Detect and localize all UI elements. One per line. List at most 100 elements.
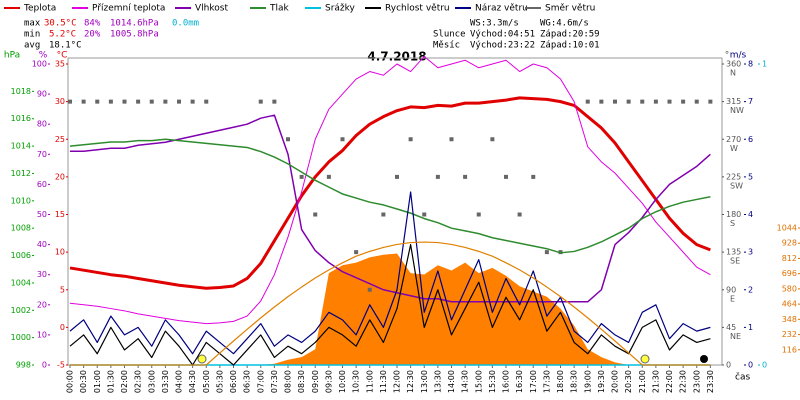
series-line (70, 241, 711, 366)
y-tick-label: 1002 (11, 306, 31, 315)
y-tick-label: 70 (37, 150, 47, 159)
stat: avg (24, 41, 40, 51)
y-tick-label: 5 (60, 285, 65, 294)
y-tick-label: 15 (55, 210, 65, 219)
y-tick-label: 1018 (11, 87, 31, 96)
direction-dot (667, 99, 672, 104)
direction-dot (422, 212, 427, 217)
stat: 18.1°C (49, 41, 82, 51)
direction-dot (367, 287, 372, 292)
compass-label: SW (730, 181, 743, 190)
direction-dot (599, 99, 604, 104)
y-tick-label: 232 (782, 330, 797, 339)
x-tick-label: 15:00 (474, 370, 483, 393)
direction-dot (408, 137, 413, 142)
direction-dot (204, 99, 209, 104)
x-tick-label: 05:00 (202, 370, 211, 393)
y-tick-label: 30 (37, 270, 47, 279)
y-tick-label: 80 (37, 120, 47, 129)
x-tick-label: 05:30 (215, 370, 224, 393)
y-tick-label: 0 (726, 361, 731, 370)
y-tick-label: 7 (748, 97, 753, 106)
direction-dot (313, 212, 318, 217)
y-tick-label: 464 (782, 300, 797, 309)
x-tick-label: 03:30 (161, 370, 170, 393)
x-tick-label: 14:30 (461, 370, 470, 393)
direction-dot (149, 99, 154, 104)
direction-dot (681, 99, 686, 104)
y-tick-label: 0 (60, 323, 65, 332)
legend-label: Směr větru (545, 4, 595, 14)
y-tick-label: -5 (57, 361, 65, 370)
y-tick-label: 1016 (11, 114, 31, 123)
legend-label: Tlak (269, 4, 290, 14)
x-tick-label: 03:00 (147, 370, 156, 393)
stat: 5.2°C (49, 30, 76, 40)
stat: max (24, 19, 41, 29)
direction-dot (272, 99, 277, 104)
x-tick-label: 22:00 (665, 370, 674, 393)
direction-dot (653, 99, 658, 104)
axis-unit: °C (57, 51, 68, 61)
compass-label: SE (730, 257, 740, 266)
stat: 30.5°C (44, 19, 77, 29)
direction-dot (613, 99, 617, 104)
y-tick-label: 0 (42, 361, 47, 370)
direction-dot (585, 99, 590, 104)
x-tick-label: 10:00 (338, 370, 347, 393)
x-tick-label: 09:30 (324, 370, 333, 393)
x-tick-label: 17:30 (542, 370, 551, 393)
y-tick-label: 6 (748, 135, 753, 144)
y-tick-label: 25 (55, 135, 65, 144)
direction-dot (626, 99, 631, 104)
series-line (69, 191, 711, 355)
y-tick-label: 8 (748, 60, 753, 69)
y-tick-label: 225 (726, 172, 741, 181)
x-tick-label: 23:00 (692, 370, 701, 393)
direction-dot (163, 99, 168, 104)
compass-label: N (730, 69, 736, 78)
y-tick-label: 1 (748, 323, 753, 332)
y-tick-label: 20 (55, 172, 65, 181)
x-tick-label: 02:30 (134, 370, 143, 393)
compass-label: NW (730, 106, 744, 115)
compass-label: S (730, 219, 735, 228)
legend-label: Přízemní teplota (92, 4, 165, 14)
legend-label: Rychlost větru (385, 4, 450, 14)
direction-dot (490, 137, 495, 142)
direction-dot (299, 174, 304, 179)
y-tick-label: 1006 (11, 251, 31, 260)
x-tick-label: 21:30 (651, 370, 660, 393)
x-tick-label: 00:30 (79, 370, 88, 393)
x-axis-label: čas (735, 372, 750, 383)
y-tick-label: 1014 (11, 142, 31, 151)
direction-dot (694, 99, 699, 104)
chart-title: 4.7.2018 (367, 50, 426, 64)
y-tick-label: 20 (37, 300, 47, 309)
x-tick-label: 10:30 (352, 370, 361, 393)
x-tick-label: 17:00 (529, 370, 538, 393)
direction-dot (476, 212, 481, 217)
y-tick-label: 580 (782, 284, 797, 293)
y-tick-label: 1012 (11, 169, 31, 178)
x-tick-label: 15:30 (488, 370, 497, 393)
y-tick-label: 1000 (11, 333, 31, 342)
y-tick-label: 348 (782, 315, 797, 324)
sunset-marker (640, 354, 650, 364)
legend-label: Srážky (325, 4, 356, 14)
x-tick-label: 18:30 (570, 370, 579, 393)
legend-label: Teplota (23, 4, 56, 14)
stats: max 30.5°C 84% 1014.6hPa 0.0mm min 5.2°C… (24, 19, 600, 51)
stat: 0.0mm (172, 19, 199, 29)
stat: Východ:04:51 (470, 30, 535, 40)
y-tick-label: 5 (748, 172, 753, 181)
x-tick-label: 18:00 (556, 370, 565, 393)
y-tick-label: 40 (37, 240, 47, 249)
stat: min (24, 30, 40, 40)
x-tick-label: 23:30 (706, 370, 715, 393)
x-tick-label: 04:00 (175, 370, 184, 393)
direction-dot (108, 99, 113, 104)
x-tick-label: 22:30 (679, 370, 688, 393)
x-tick-label: 14:00 (447, 370, 456, 393)
